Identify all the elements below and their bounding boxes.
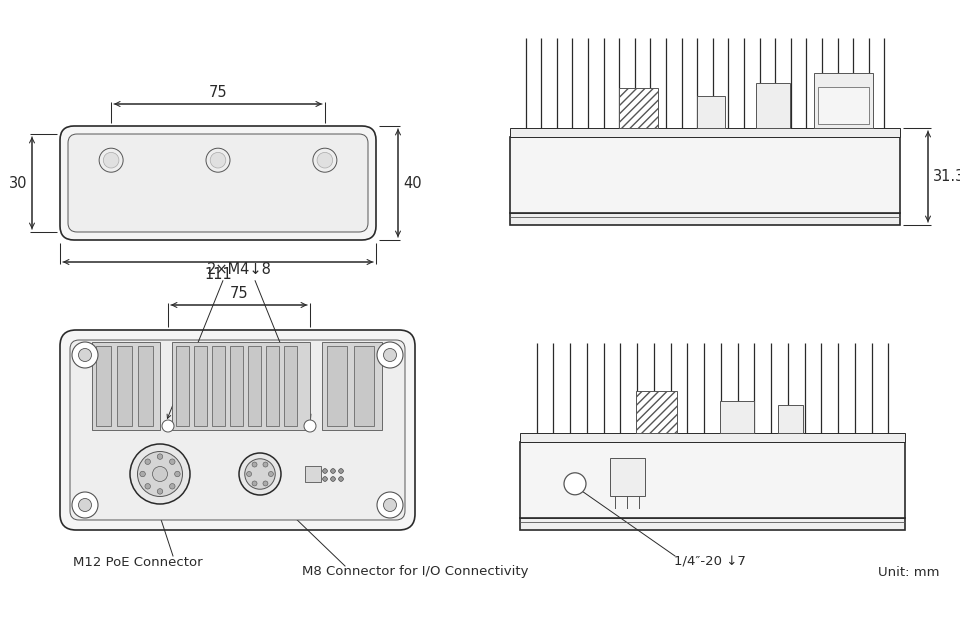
Ellipse shape [269,471,274,477]
Ellipse shape [323,477,327,481]
Text: 2×M4↓8: 2×M4↓8 [206,262,272,278]
Ellipse shape [239,453,281,495]
Text: 30: 30 [9,175,27,190]
Ellipse shape [331,477,335,481]
Ellipse shape [157,489,163,494]
Ellipse shape [383,348,396,361]
Ellipse shape [263,481,268,486]
Ellipse shape [72,492,98,518]
Ellipse shape [79,348,91,361]
Ellipse shape [377,492,403,518]
Ellipse shape [99,148,123,172]
Ellipse shape [252,462,257,467]
Bar [266,346,279,426]
Ellipse shape [339,469,344,473]
Ellipse shape [263,462,268,467]
Text: M12 PoE Connector: M12 PoE Connector [73,556,203,569]
Ellipse shape [331,469,335,473]
Bar [619,88,659,128]
Ellipse shape [245,459,276,489]
Bar [138,346,153,426]
Ellipse shape [210,153,226,168]
Ellipse shape [104,153,119,168]
Bar [172,342,310,430]
Ellipse shape [252,481,257,486]
Bar [117,346,132,426]
Ellipse shape [339,469,344,473]
Bar [510,137,900,213]
Bar [510,213,900,225]
Ellipse shape [313,148,337,172]
Ellipse shape [140,471,145,477]
Bar [510,128,900,137]
Text: 75: 75 [229,286,249,301]
Text: 75: 75 [208,85,228,100]
Text: 31.3: 31.3 [933,169,960,184]
Text: 111: 111 [204,267,232,282]
Ellipse shape [157,454,163,459]
Bar [305,466,321,482]
Bar [520,433,905,442]
Bar [778,405,804,433]
Ellipse shape [79,498,91,511]
Ellipse shape [339,477,344,481]
Bar [818,87,870,124]
Ellipse shape [130,444,190,504]
Ellipse shape [323,469,327,473]
FancyBboxPatch shape [70,340,405,520]
Bar [354,346,374,426]
Ellipse shape [170,459,175,464]
Bar [636,391,678,433]
Bar [96,346,111,426]
Ellipse shape [383,498,396,511]
Bar [230,346,243,426]
Ellipse shape [153,466,167,482]
FancyBboxPatch shape [60,126,376,240]
Text: 1/4″-20 ↓7: 1/4″-20 ↓7 [674,556,746,569]
Bar [520,518,905,530]
Ellipse shape [304,420,316,432]
Ellipse shape [377,342,403,368]
Text: 40: 40 [403,175,421,190]
Ellipse shape [331,469,335,473]
FancyBboxPatch shape [68,134,368,232]
Text: Unit: mm: Unit: mm [878,565,940,578]
Ellipse shape [162,420,174,432]
Bar [194,346,207,426]
Bar [92,342,160,430]
FancyBboxPatch shape [60,330,415,530]
Ellipse shape [72,342,98,368]
Ellipse shape [175,471,180,477]
Ellipse shape [170,484,175,489]
Ellipse shape [145,484,151,489]
Ellipse shape [323,469,327,473]
Ellipse shape [247,471,252,477]
Ellipse shape [137,451,182,497]
Bar [327,346,347,426]
Ellipse shape [206,148,230,172]
Bar [610,458,645,496]
Bar [756,83,790,128]
Bar [212,346,225,426]
Bar [322,342,382,430]
Bar [284,346,297,426]
Ellipse shape [145,459,151,464]
Bar [814,73,874,128]
Bar [248,346,261,426]
Ellipse shape [323,477,327,481]
Bar [520,442,905,518]
Bar [697,96,726,128]
Ellipse shape [564,473,586,495]
Bar [176,346,189,426]
Ellipse shape [317,153,333,168]
Text: M8 Connector for I/O Connectivity: M8 Connector for I/O Connectivity [301,565,528,578]
Bar [720,401,754,433]
Ellipse shape [339,477,344,481]
Ellipse shape [331,477,335,481]
